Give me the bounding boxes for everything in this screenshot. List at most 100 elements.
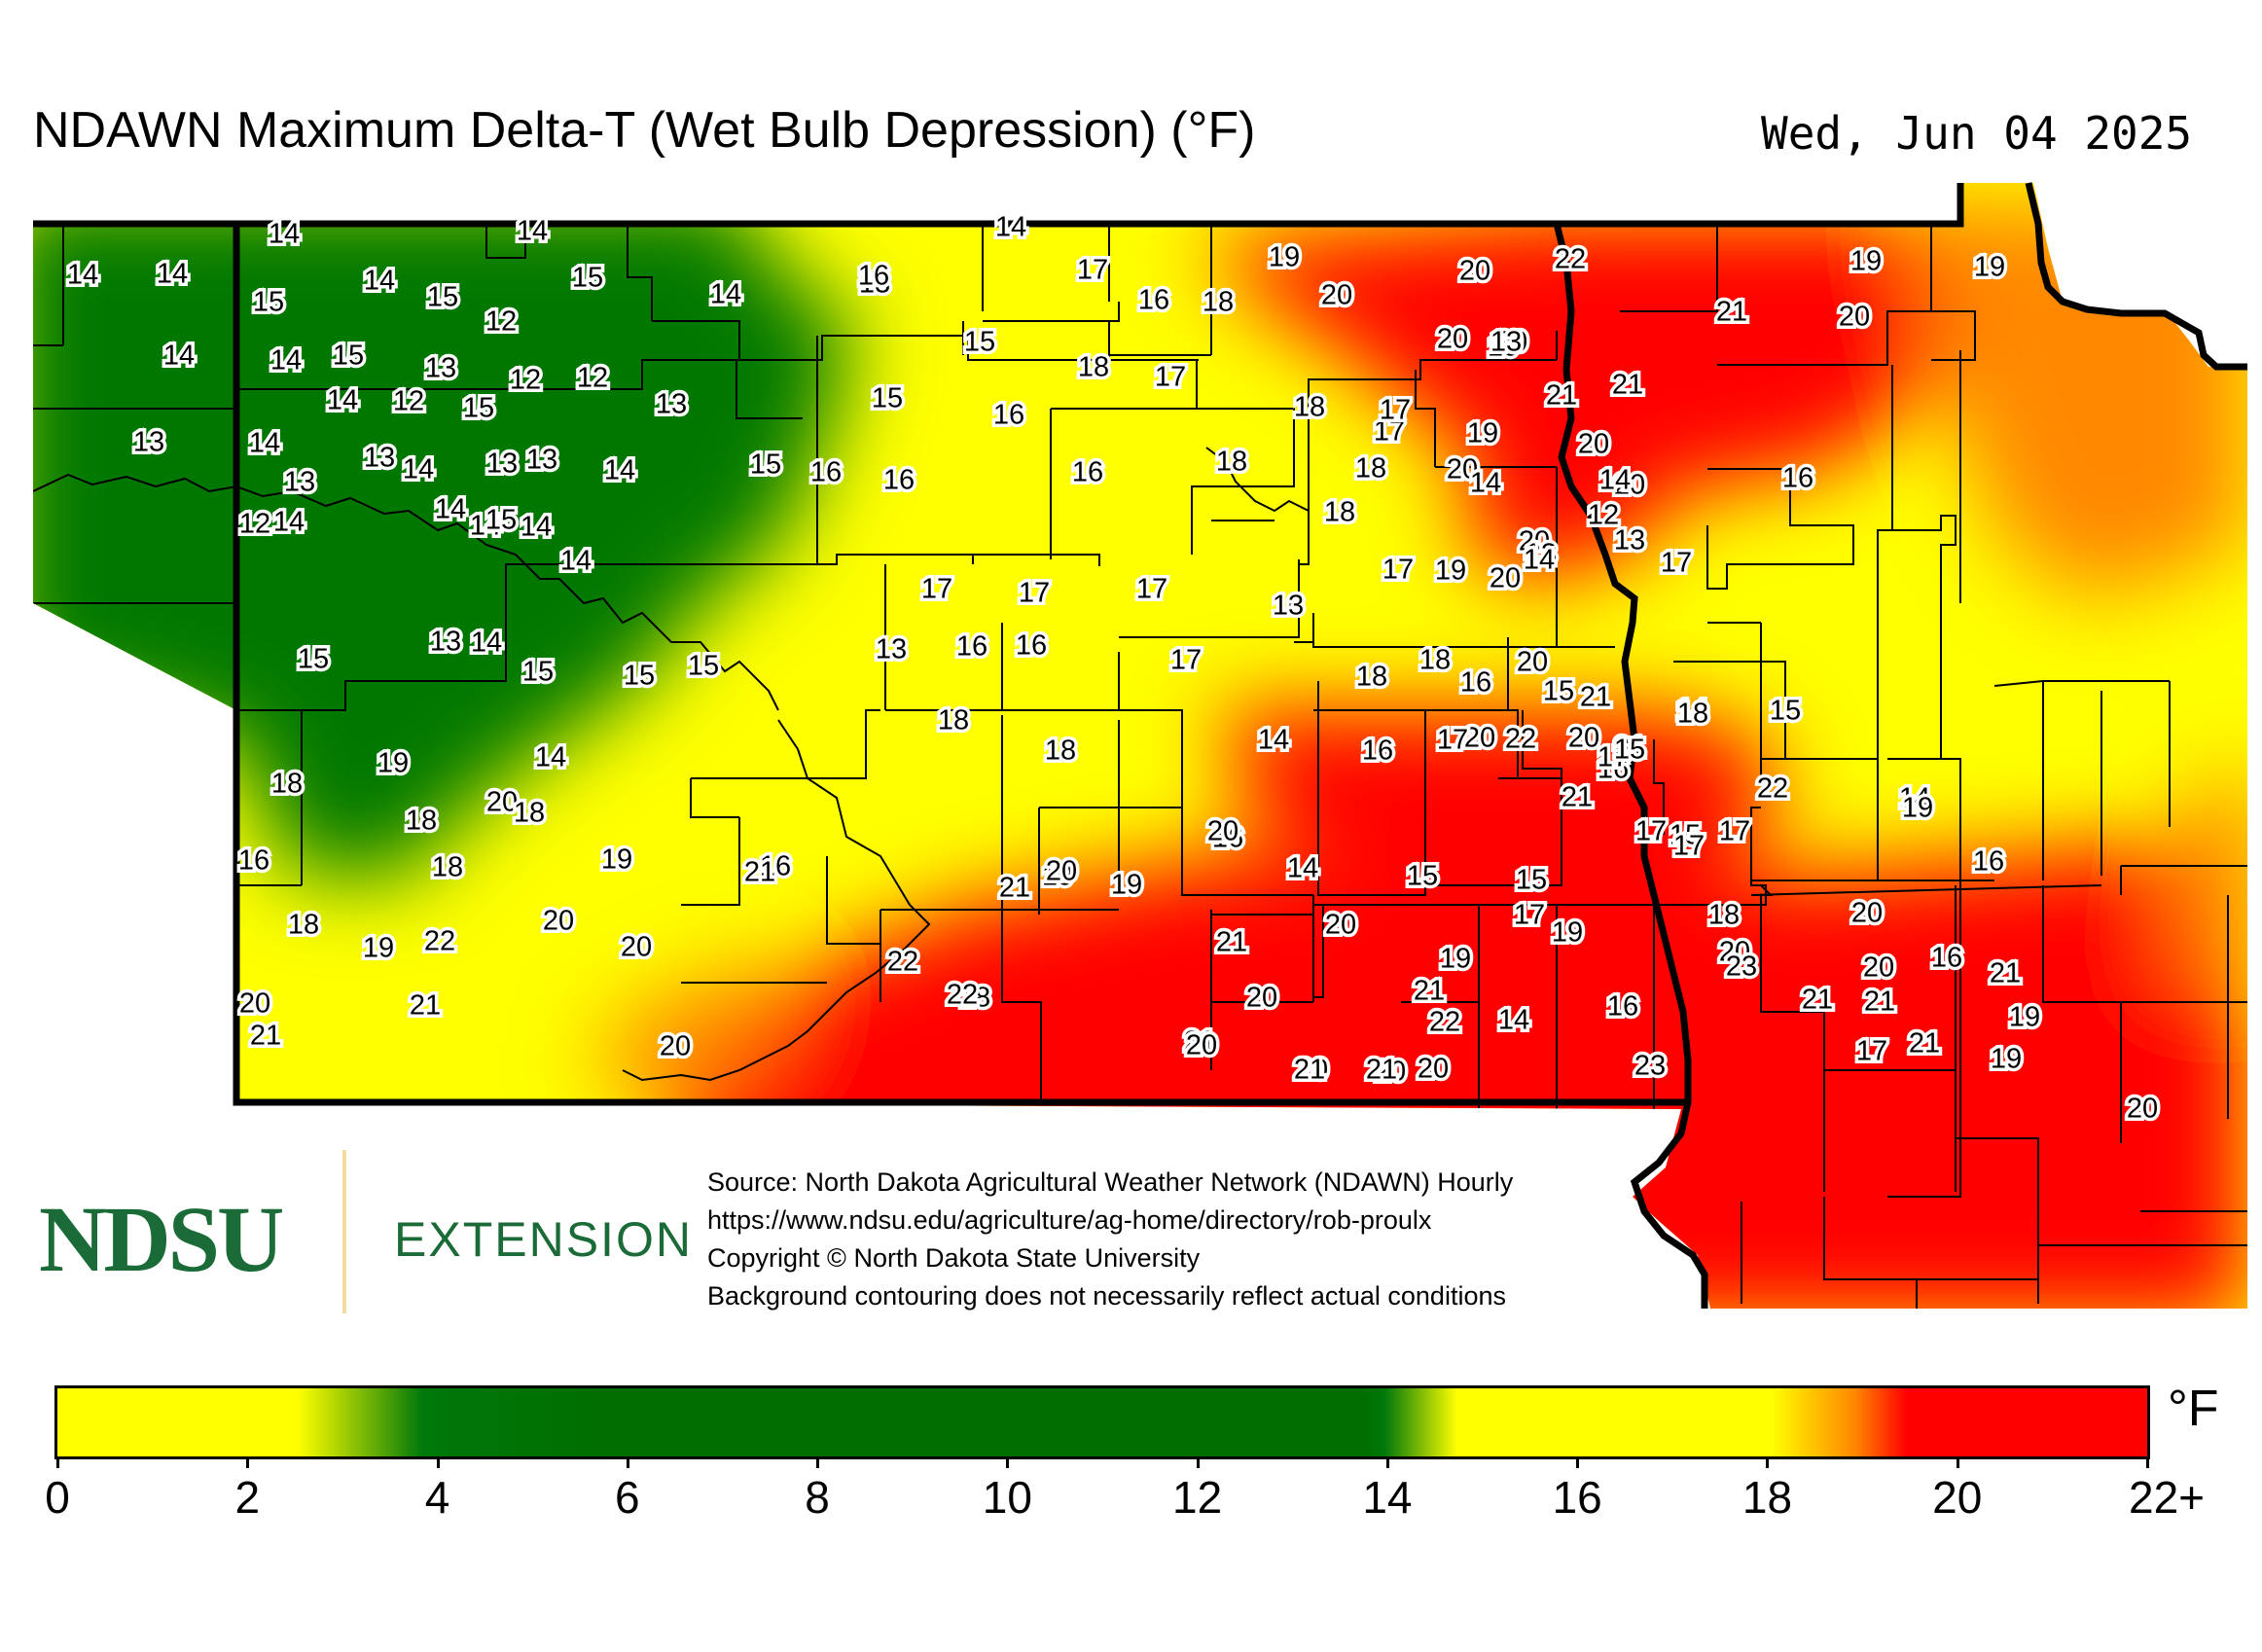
station-value: 19 — [1490, 327, 1522, 358]
color-scale-tick — [1576, 1456, 1580, 1468]
color-scale-tick-label: 14 — [1362, 1472, 1413, 1523]
station-value: 20 — [1496, 327, 1527, 358]
station-value: 14 — [403, 454, 434, 485]
ndsu-logo: NDSU — [39, 1187, 284, 1291]
station-value: 18 — [406, 806, 437, 837]
station-value: 18 — [1078, 352, 1109, 383]
station-value: 18 — [959, 983, 990, 1014]
station-value: 18 — [288, 910, 319, 941]
station-value: 16 — [1598, 754, 1629, 785]
color-scale-tick-label: 22+ — [2128, 1472, 2206, 1523]
station-value: 20 — [1459, 256, 1490, 287]
station-value: 13 — [876, 634, 907, 665]
station-value: 17 — [1437, 725, 1468, 756]
station-value: 14 — [1498, 1005, 1529, 1036]
station-value: 20 — [1186, 1030, 1217, 1061]
station-value: 16 — [238, 845, 269, 877]
station-value: 18 — [1216, 447, 1247, 478]
station-value: 21 — [744, 857, 775, 888]
station-value: 14 — [327, 385, 358, 416]
station-value: 14 — [435, 494, 466, 525]
station-value: 20 — [2127, 1094, 2158, 1125]
color-scale-tick-label: 18 — [1741, 1472, 1793, 1523]
station-value: 18 — [1677, 699, 1708, 730]
station-value: 16 — [883, 465, 915, 496]
station-value: 21 — [1562, 782, 1593, 813]
station-value: 22 — [1429, 1007, 1460, 1038]
station-value: 17 — [1019, 578, 1050, 609]
station-value: 19 — [1042, 861, 1073, 892]
station-value: 14 — [1899, 783, 1930, 814]
station-value: 18 — [1324, 497, 1355, 528]
station-value: 12 — [239, 509, 270, 540]
station-value: 17 — [1170, 645, 1202, 676]
state-border — [33, 183, 1964, 1106]
station-value: 15 — [1407, 861, 1438, 892]
station-value: 16 — [1273, 591, 1304, 622]
station-value: 22 — [887, 947, 918, 978]
source-notes: Source: North Dakota Agricultural Weathe… — [707, 1164, 1513, 1315]
red-river-border — [1553, 223, 1708, 1309]
station-value: 14 — [270, 345, 302, 377]
station-value: 20 — [660, 1031, 691, 1062]
color-scale-tick — [1766, 1456, 1770, 1468]
station-value: 19 — [1902, 793, 1933, 824]
station-value: 19 — [377, 748, 409, 779]
station-value: 14 — [517, 216, 548, 247]
station-value: 22 — [1757, 773, 1788, 805]
station-value: 15 — [427, 282, 458, 313]
station-value: 13 — [1526, 539, 1557, 570]
station-value: 13 — [486, 449, 518, 480]
rivers — [33, 447, 1310, 1082]
station-value: 21 — [1864, 987, 1895, 1018]
station-value: 14 — [1599, 465, 1631, 496]
station-value: 21 — [410, 990, 441, 1022]
color-scale-tick-label: 4 — [424, 1472, 450, 1523]
station-value: 20 — [1321, 280, 1352, 311]
station-value: 17 — [1077, 255, 1108, 286]
station-value: 18 — [1356, 662, 1387, 693]
station-value: 17 — [1598, 742, 1629, 773]
station-value: 13 — [430, 627, 461, 658]
logo-divider — [342, 1150, 346, 1313]
station-value: 15 — [688, 651, 719, 682]
source-url: https://www.ndsu.edu/agriculture/ag-home… — [707, 1205, 1432, 1235]
station-value: 20 — [1863, 952, 1894, 984]
station-value: 13 — [1614, 525, 1645, 557]
station-value: 15 — [872, 383, 903, 414]
station-value: 14 — [1524, 545, 1555, 576]
station-value: 14 — [995, 212, 1026, 243]
station-value: 15 — [1770, 696, 1801, 727]
station-value: 12 — [485, 306, 517, 338]
station-value: 13 — [364, 443, 395, 474]
station-value: 18 — [1294, 392, 1325, 423]
station-value: 20 — [1839, 302, 1870, 333]
station-value: 16 — [1138, 285, 1169, 316]
station-value: 21 — [1366, 1055, 1397, 1086]
station-value: 18 — [1419, 645, 1451, 676]
station-value: 14 — [163, 341, 195, 372]
station-value: 15 — [572, 263, 603, 294]
station-value: 14 — [604, 455, 635, 486]
station-value: 17 — [1374, 416, 1405, 448]
station-value: 20 — [1719, 937, 1750, 968]
station-value: 18 — [432, 852, 463, 883]
station-value: 16 — [1460, 667, 1491, 699]
station-value: 19 — [1991, 1044, 2022, 1075]
station-value: 12 — [577, 363, 608, 394]
station-value: 14 — [1676, 696, 1707, 727]
station-value: 19 — [1269, 242, 1300, 273]
station-value: 14 — [1258, 725, 1289, 756]
station-value: 20 — [1046, 856, 1077, 887]
station-value: 13 — [425, 353, 456, 384]
station-value: 21 — [1909, 1028, 1940, 1059]
map-title: NDAWN Maximum Delta-T (Wet Bulb Depressi… — [33, 102, 1256, 159]
station-value: 21 — [1414, 976, 1445, 1007]
color-scale-tick — [56, 1456, 59, 1468]
station-value: 13 — [1614, 525, 1645, 557]
station-value: 15 — [1670, 820, 1701, 851]
color-scale-tick-label: 20 — [1932, 1472, 1983, 1523]
station-value: 17 — [1155, 362, 1186, 393]
station-value: 21 — [1802, 985, 1833, 1016]
